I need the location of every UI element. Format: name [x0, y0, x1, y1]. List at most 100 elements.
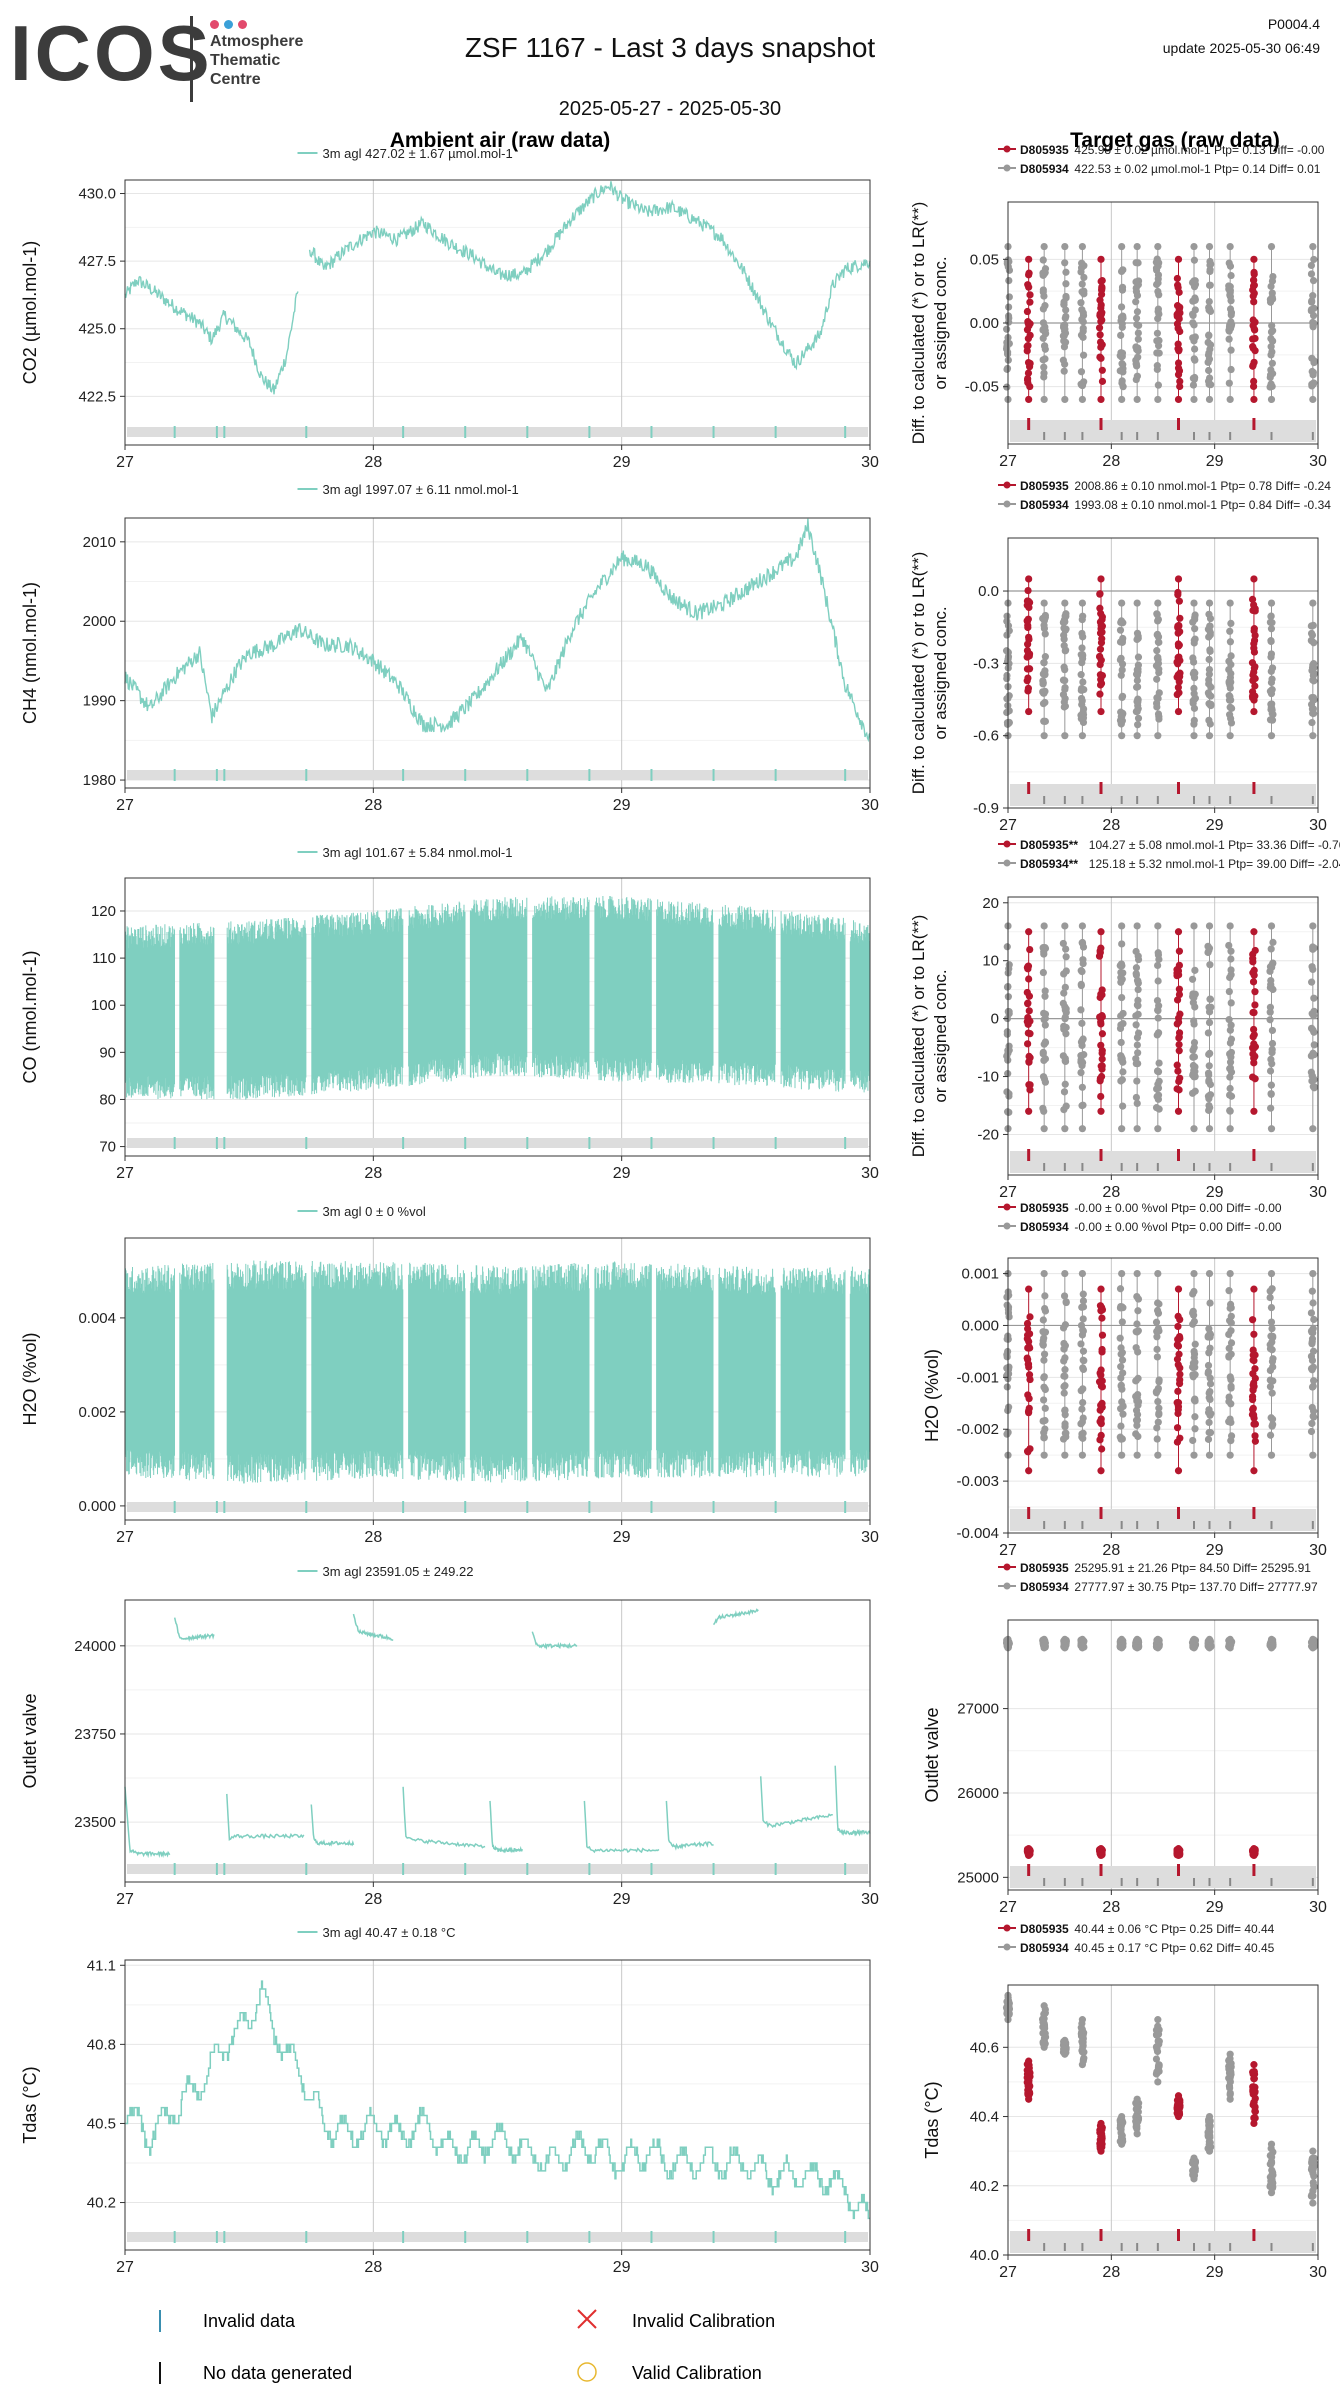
target-outlet-red-column [1248, 1845, 1259, 1860]
target-tdas-legend-id: D805935 [1020, 1922, 1069, 1936]
target-co-red-point [1175, 1040, 1183, 1049]
target-co2-grey-point [1267, 343, 1275, 351]
target-co2-red-point [1174, 359, 1183, 367]
target-co2-red-point [1174, 371, 1183, 379]
ambient-co-xtick-label: 27 [116, 1165, 134, 1182]
target-co-xtick-label: 27 [999, 1184, 1017, 1201]
target-co-grey-point [1117, 978, 1125, 986]
target-co-grey-point [1152, 1104, 1161, 1112]
target-co-grey-point [1308, 1010, 1316, 1018]
target-h2o-grey-point [1310, 1377, 1318, 1385]
target-co-grey-point [1062, 953, 1070, 961]
target-ch4-xtick-label: 28 [1102, 817, 1120, 834]
target-ch4-red-point [1250, 648, 1259, 656]
target-co2-grey-point [1205, 395, 1214, 404]
target-co2-ylabel-line-1: Diff. to calculated (*) or to LR(**) [909, 202, 928, 445]
target-co-grey-point [1309, 922, 1317, 930]
target-outlet-grey-column [1077, 1635, 1088, 1652]
target-co-grey-point [1060, 989, 1068, 997]
target-co-grey-point [1134, 1049, 1142, 1057]
target-co2-grey-point [1133, 320, 1141, 329]
target-co-red-point [1176, 1010, 1184, 1018]
target-co-grey-column [1266, 922, 1277, 1133]
target-co2-grey-point [1155, 291, 1163, 299]
target-co-ytick-label: 10 [982, 953, 999, 970]
target-co-red-point [1175, 1033, 1183, 1041]
target-h2o-grey-point [1206, 1330, 1215, 1339]
target-h2o-grey-point [1003, 1335, 1011, 1343]
target-co-grey-point [1078, 967, 1086, 976]
target-tdas-grey-point [1308, 2158, 1316, 2166]
target-ch4-red-point [1096, 604, 1104, 612]
target-co2-grey-point [1266, 371, 1275, 379]
target-h2o-red-point [1025, 1467, 1033, 1475]
target-h2o-grey-point [1003, 1353, 1011, 1361]
target-co2-grey-point [1117, 349, 1125, 357]
target-h2o-grey-point [1206, 1344, 1214, 1352]
target-co-red-point [1175, 1086, 1183, 1094]
target-h2o-grey-point [1039, 1328, 1047, 1336]
target-co2-grey-point [1039, 319, 1048, 327]
target-co-ytick-label: -10 [977, 1069, 999, 1086]
target-co-red-point [1250, 1040, 1258, 1048]
target-ch4-grey-point [1079, 612, 1087, 620]
target-ch4-red-point [1096, 645, 1105, 653]
target-co-red-point [1250, 1107, 1258, 1115]
target-ch4-ylabel-line-2: or assigned conc. [931, 606, 950, 739]
target-co-grey-column [1132, 922, 1143, 1133]
target-co-grey-point [1133, 1099, 1141, 1107]
target-h2o-red-point [1024, 1356, 1032, 1364]
target-co2-grey-point [1267, 242, 1276, 251]
target-co2-red-point [1250, 395, 1258, 404]
target-ch4-grey-column [1039, 599, 1049, 740]
ambient-tdas-xtick-label: 30 [861, 2259, 879, 2276]
target-h2o-grey-point [1152, 1387, 1160, 1396]
target-co-grey-point [1132, 1093, 1140, 1102]
target-h2o-grey-point [1191, 1413, 1199, 1421]
target-co2-grey-point [1134, 353, 1142, 361]
target-ch4-red-point [1251, 682, 1259, 690]
target-co2-grey-point [1154, 381, 1162, 389]
target-h2o-grey-point [1152, 1318, 1161, 1326]
logo-subtitle-line-3: Centre [210, 71, 261, 88]
target-co2-red-point [1026, 298, 1034, 306]
target-co-grey-point [1310, 1041, 1318, 1049]
target-co2-grey-point [1078, 259, 1086, 267]
target-co2-grey-point [1077, 268, 1085, 276]
ambient-ch4-ylabel: CH4 (nmol.mol-1) [20, 582, 40, 724]
target-co2-red-point [1175, 305, 1183, 314]
target-h2o-grey-point [1079, 1356, 1087, 1364]
target-co-grey-point [1190, 1043, 1198, 1052]
target-co2-red-point [1024, 369, 1033, 377]
target-h2o-grey-point [1116, 1304, 1125, 1312]
target-h2o-grey-point [1079, 1398, 1087, 1407]
target-h2o-grey-point [1191, 1358, 1199, 1366]
target-h2o-grey-point [1225, 1344, 1233, 1352]
target-co2-grey-point [1190, 242, 1198, 251]
target-tdas-grey-point [1041, 2029, 1049, 2038]
target-co-grey-point [1190, 1017, 1198, 1025]
target-co2-red-point [1176, 327, 1184, 336]
target-h2o-grey-column [1307, 1269, 1318, 1459]
target-co-grey-point [1204, 1069, 1213, 1077]
target-h2o-grey-point [1154, 1269, 1162, 1278]
target-ch4-legend-id: D805934 [1020, 498, 1069, 512]
target-h2o-grey-point [1079, 1429, 1087, 1437]
target-co2-chart: 27 28 29 30 -0.05 0.00 0.05 D805935 425.98 ± 0.0… [909, 143, 1327, 470]
target-h2o-grey-point [1040, 1269, 1048, 1278]
target-co2-grey-point [1003, 342, 1011, 351]
target-h2o-grey-point [1267, 1269, 1276, 1278]
target-ch4-grey-point [1191, 613, 1199, 622]
target-ch4-grey-point [1003, 719, 1012, 727]
ambient-ch4-frame [124, 517, 871, 789]
target-co2-red-point [1173, 320, 1182, 328]
target-co-red-point [1025, 928, 1033, 936]
target-tdas-grey-point [1040, 2014, 1048, 2023]
target-ch4-red-point [1097, 639, 1106, 647]
target-h2o-grey-point [1267, 1451, 1276, 1459]
target-ch4-grey-point [1062, 610, 1070, 618]
target-ch4-red-point [1250, 640, 1258, 648]
target-co-grey-point [1154, 1014, 1162, 1022]
target-h2o-ylabel: H2O (%vol) [922, 1349, 942, 1442]
target-h2o-grey-point [1267, 1303, 1276, 1312]
